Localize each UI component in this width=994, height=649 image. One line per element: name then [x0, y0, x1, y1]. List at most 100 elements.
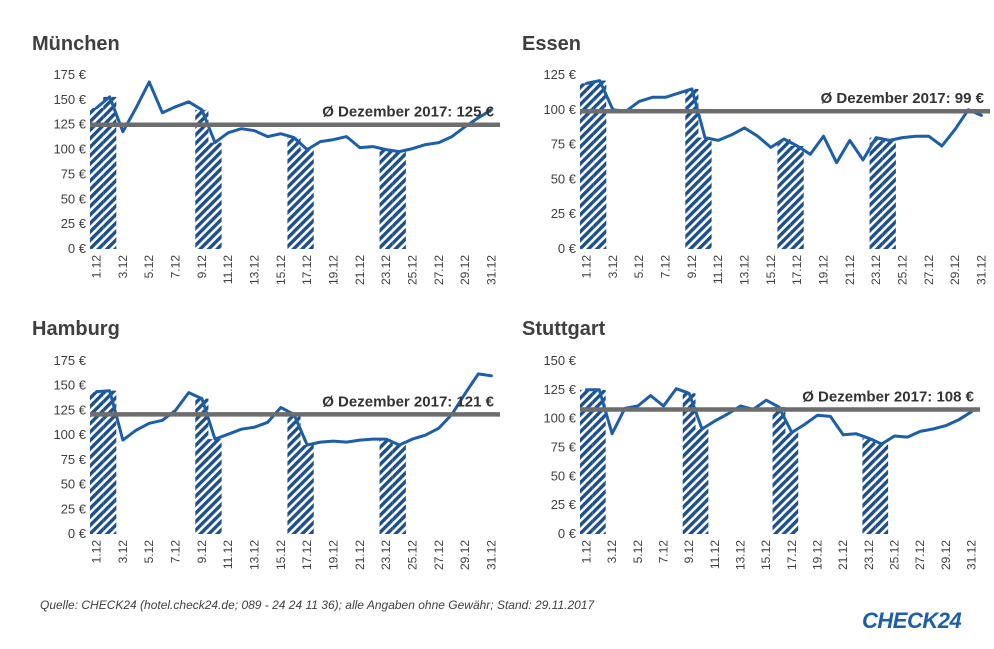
y-tick-label: 150 € — [543, 353, 576, 368]
x-tick-label: 3.12 — [116, 540, 130, 564]
chart-hamburg: 0 € 25 € 50 € 75 € 100 € 125 € 150 € 175 € 1.12 3… — [53, 353, 500, 570]
x-tick-label: 3.12 — [606, 255, 620, 279]
x-tick-label: 25.12 — [405, 540, 419, 570]
x-tick-label: 17.12 — [300, 255, 314, 285]
x-tick-label: 13.12 — [733, 540, 747, 570]
x-tick-label: 11.12 — [708, 540, 722, 569]
x-tick-label: 27.12 — [922, 255, 936, 285]
x-tick-label: 21.12 — [843, 255, 857, 285]
x-tick-label: 15.12 — [764, 255, 778, 285]
chart-stuttgart: 0 € 25 € 50 € 75 € 100 € 125 € 150 € 1.12 3.12 5.… — [543, 353, 980, 570]
x-tick-label: 19.12 — [811, 540, 825, 570]
weekend-bar-1.12 — [90, 107, 104, 249]
weekend-bar-17.12 — [785, 432, 799, 534]
y-tick-label: 25 € — [61, 501, 87, 516]
y-tick-label: 0 € — [68, 526, 87, 541]
x-tick-label: 9.12 — [682, 540, 696, 564]
weekend-bar-17.12 — [300, 149, 314, 249]
weekend-bar-2.12 — [592, 389, 606, 534]
average-label: Ø Dezember 2017: 125 € — [322, 104, 494, 121]
weekend-bar-24.12 — [882, 140, 896, 249]
x-tick-label: 21.12 — [353, 540, 367, 570]
x-tick-label: 19.12 — [326, 540, 340, 570]
x-tick-label: 31.12 — [965, 540, 979, 570]
weekend-bar-9.12 — [195, 109, 209, 249]
x-tick-label: 29.12 — [458, 540, 472, 570]
y-tick-label: 0 € — [558, 526, 577, 541]
x-tick-label: 27.12 — [432, 540, 446, 570]
x-tick-label: 29.12 — [939, 540, 953, 570]
x-tick-label: 21.12 — [353, 255, 367, 285]
weekend-bar-16.12 — [772, 407, 786, 534]
x-tick-label: 29.12 — [948, 255, 962, 285]
weekend-bar-23.12 — [379, 149, 393, 249]
weekend-bar-24.12 — [392, 151, 406, 249]
chart-essen: 0 € 25 € 50 € 75 € 100 € 125 € 1.12 3.12 5.12 7.1… — [543, 67, 990, 285]
x-tick-label: 31.12 — [974, 255, 988, 285]
x-tick-label: 29.12 — [458, 255, 472, 285]
x-tick-label: 31.12 — [484, 540, 498, 570]
x-tick-label: 3.12 — [605, 540, 619, 564]
chart-title-muenchen: München — [32, 33, 120, 55]
x-tick-label: 25.12 — [888, 540, 902, 570]
x-tick-label: 13.12 — [248, 255, 262, 285]
x-tick-label: 19.12 — [326, 255, 340, 285]
x-tick-label: 23.12 — [379, 540, 393, 570]
y-tick-label: 25 € — [551, 497, 577, 512]
chart-title-hamburg: Hamburg — [32, 318, 120, 340]
weekend-bar-1.12 — [580, 389, 593, 534]
weekend-bar-10.12 — [208, 142, 222, 249]
weekend-bar-10.12 — [698, 137, 712, 249]
y-tick-label: 50 € — [551, 171, 577, 186]
x-tick-label: 31.12 — [484, 255, 498, 285]
x-tick-label: 11.12 — [221, 255, 235, 284]
weekend-bar-17.12 — [790, 145, 804, 249]
x-tick-label: 3.12 — [116, 255, 130, 279]
x-tick-label: 23.12 — [862, 540, 876, 570]
y-tick-label: 0 € — [558, 241, 577, 256]
x-tick-label: 27.12 — [432, 255, 446, 285]
weekend-bar-9.12 — [195, 398, 209, 534]
x-tick-label: 1.12 — [579, 540, 593, 564]
y-tick-label: 50 € — [61, 191, 87, 206]
weekend-bar-9.12 — [685, 88, 699, 249]
x-tick-label: 25.12 — [895, 255, 909, 285]
weekend-bar-10.12 — [695, 429, 709, 534]
y-tick-label: 125 € — [53, 402, 86, 417]
x-tick-label: 1.12 — [90, 540, 104, 564]
x-tick-label: 15.12 — [274, 255, 288, 285]
y-tick-label: 50 € — [61, 477, 87, 492]
y-tick-label: 175 € — [53, 353, 86, 368]
weekend-bar-2.12 — [103, 96, 117, 249]
weekend-bar-23.12 — [379, 439, 393, 534]
y-tick-label: 75 € — [551, 137, 577, 152]
weekend-bar-16.12 — [777, 139, 791, 249]
x-tick-label: 7.12 — [169, 540, 183, 564]
x-tick-label: 23.12 — [379, 255, 393, 285]
chart-title-stuttgart: Stuttgart — [522, 318, 606, 340]
y-tick-label: 100 € — [53, 427, 86, 442]
x-tick-label: 1.12 — [90, 255, 104, 279]
x-tick-label: 7.12 — [656, 540, 670, 564]
x-tick-label: 15.12 — [759, 540, 773, 570]
x-tick-label: 23.12 — [869, 255, 883, 285]
chart-title-essen: Essen — [522, 33, 581, 55]
check24-logo: CHECK24 — [862, 608, 962, 633]
x-tick-label: 17.12 — [790, 255, 804, 285]
x-tick-label: 17.12 — [300, 540, 314, 570]
x-tick-label: 9.12 — [195, 540, 209, 564]
y-tick-label: 75 € — [61, 166, 87, 181]
y-tick-label: 0 € — [68, 241, 87, 256]
weekend-bar-23.12 — [862, 438, 876, 534]
y-tick-label: 75 € — [551, 440, 577, 455]
x-tick-label: 5.12 — [632, 255, 646, 279]
y-tick-label: 150 € — [53, 378, 86, 393]
weekend-bar-16.12 — [287, 414, 301, 534]
weekend-bar-10.12 — [208, 439, 222, 534]
x-tick-label: 13.12 — [738, 255, 752, 285]
x-tick-label: 5.12 — [142, 255, 156, 279]
weekend-bar-24.12 — [875, 444, 889, 534]
source-note: Quelle: CHECK24 (hotel.check24.de; 089 -… — [40, 598, 595, 612]
y-tick-label: 75 € — [61, 452, 87, 467]
weekend-bar-17.12 — [300, 445, 314, 534]
